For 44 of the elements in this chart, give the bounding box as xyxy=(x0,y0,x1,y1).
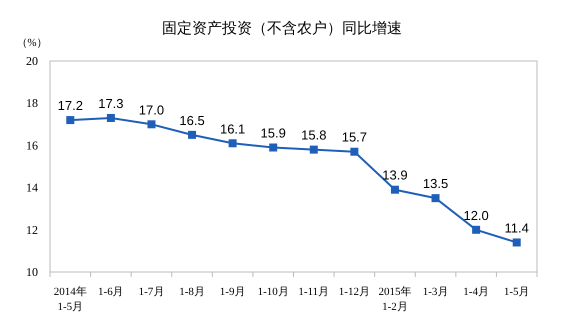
data-label: 16.1 xyxy=(220,121,246,136)
x-tick-label: 1-10月 xyxy=(258,286,289,298)
y-tick-label: 12 xyxy=(26,222,38,237)
x-tick-label: 1-5月 xyxy=(504,286,530,298)
data-label: 13.5 xyxy=(422,176,448,192)
y-tick-label: 16 xyxy=(26,138,38,152)
data-label: 17.2 xyxy=(58,98,83,114)
x-tick-label: 1-12月 xyxy=(338,286,370,298)
x-tick-label: 2015年 1-2月 xyxy=(378,286,412,313)
point xyxy=(350,148,358,156)
x-tick-label: 1-9月 xyxy=(220,286,246,298)
data-label: 17.0 xyxy=(138,102,164,118)
y-tick-label: 18 xyxy=(26,96,38,110)
x-tick-label: 1-4月 xyxy=(463,286,489,298)
y-tick-label: 14 xyxy=(26,180,38,195)
point xyxy=(390,186,399,194)
point xyxy=(228,139,237,148)
point xyxy=(106,114,115,122)
y-tick-label: 10 xyxy=(26,265,38,279)
data-label: 15.7 xyxy=(342,130,368,145)
point xyxy=(432,194,440,202)
data-label: 16.5 xyxy=(179,112,205,128)
y-tick-label: 20 xyxy=(26,54,38,68)
data-label: 17.3 xyxy=(98,96,124,111)
point xyxy=(472,226,480,234)
data-label: 15.9 xyxy=(260,126,286,141)
point xyxy=(188,130,196,139)
chart-title: 固定资产投资（不含农户）同比增速 xyxy=(162,19,402,37)
point xyxy=(66,116,74,124)
point xyxy=(512,238,521,246)
point xyxy=(310,146,318,154)
point xyxy=(147,120,156,128)
y-axis-title: （%） xyxy=(16,37,48,49)
x-tick-label: 1-8月 xyxy=(179,286,205,298)
data-label: 15.8 xyxy=(301,128,326,143)
x-tick-label: 1-11月 xyxy=(298,286,330,298)
point xyxy=(269,144,278,152)
data-label: 13.9 xyxy=(382,168,408,183)
x-tick-label: 1-6月 xyxy=(98,286,124,298)
data-label: 11.4 xyxy=(504,220,529,236)
x-tick-label: 1-3月 xyxy=(422,286,448,298)
x-tick-label: 2014年 1-5月 xyxy=(54,286,87,313)
x-tick-label: 1-7月 xyxy=(138,286,164,298)
data-label: 12.0 xyxy=(463,208,489,223)
